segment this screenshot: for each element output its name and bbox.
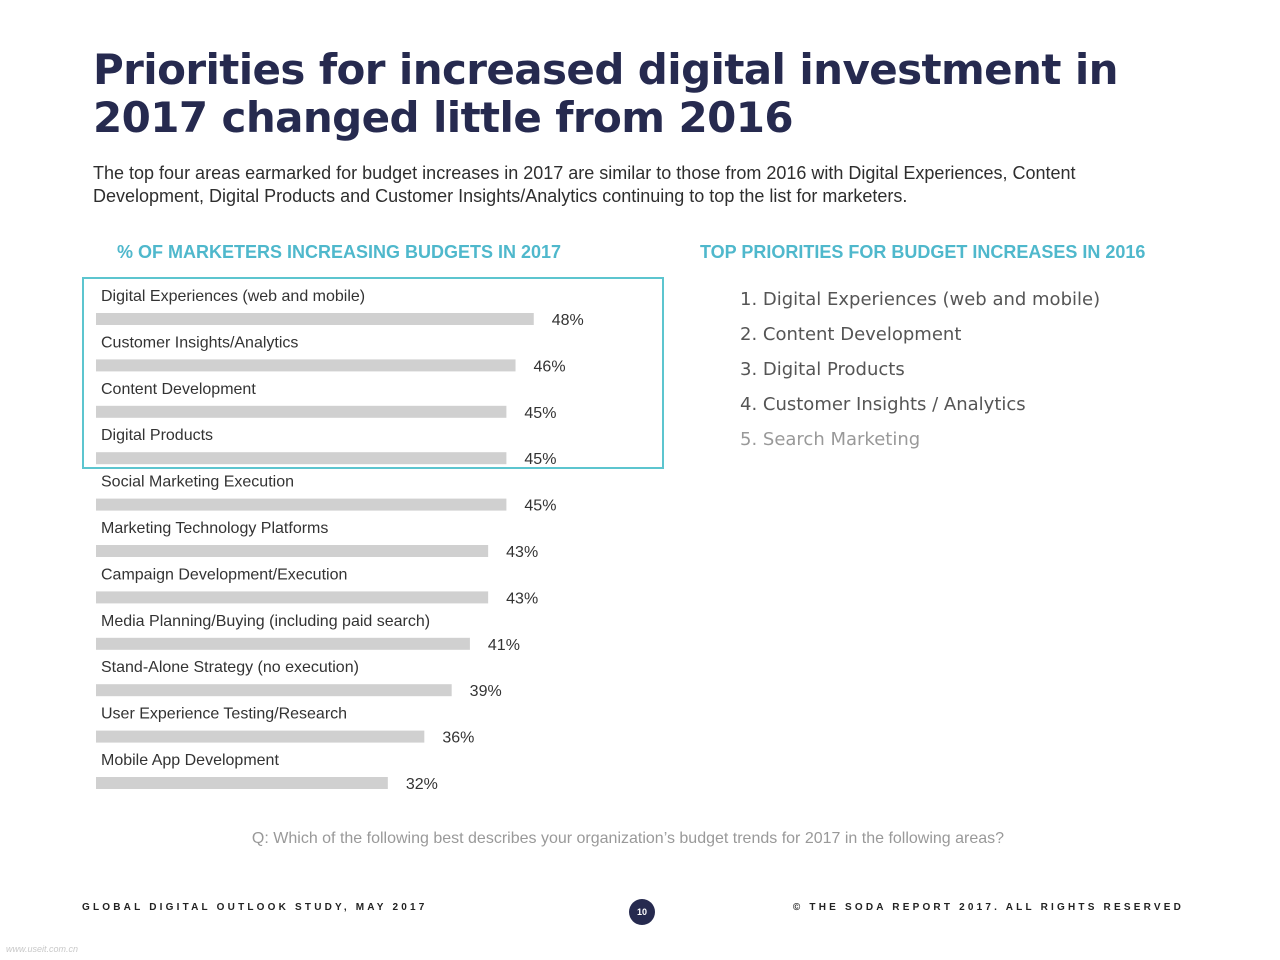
- bar-chart: Digital Experiences (web and mobile) 48% C…: [96, 288, 584, 793]
- bar-value-label: 41%: [488, 637, 520, 654]
- bar: [96, 359, 516, 372]
- bar-category-label: Digital Products: [101, 427, 213, 444]
- bar-category-label: Social Marketing Execution: [101, 474, 294, 491]
- bar: [96, 591, 489, 604]
- chart-title: % OF MARKETERS INCREASING BUDGETS IN 201…: [117, 242, 562, 262]
- page-title-line-1: Priorities for increased digital investm…: [93, 45, 1119, 94]
- bar-category-label: Marketing Technology Platforms: [101, 520, 328, 537]
- bar-value-label: 45%: [524, 451, 556, 468]
- bar-category-label: Media Planning/Buying (including paid se…: [101, 613, 430, 630]
- survey-question: Q: Which of the following best describes…: [251, 830, 1005, 847]
- bar-category-label: Content Development: [101, 381, 256, 398]
- bar-value-label: 46%: [534, 358, 566, 375]
- bar-category-label: Digital Experiences (web and mobile): [101, 288, 365, 305]
- priority-item-1: 1. Digital Experiences (web and mobile): [740, 289, 1101, 310]
- bar-category-label: User Experience Testing/Research: [101, 706, 347, 723]
- watermark: www.useit.com.cn: [6, 944, 79, 954]
- priority-list: 1. Digital Experiences (web and mobile) …: [740, 287, 1100, 462]
- bar-category-label: Mobile App Development: [101, 752, 279, 769]
- footer-copyright: © THE SODA REPORT 2017. ALL RIGHTS RESER…: [792, 902, 1184, 913]
- bar-value-label: 45%: [524, 405, 556, 422]
- bar-value-label: 43%: [506, 544, 538, 561]
- priority-item-2: 2. Content Development: [740, 324, 962, 345]
- bar-value-label: 32%: [406, 776, 438, 793]
- footer-study-name: GLOBAL DIGITAL OUTLOOK STUDY, MAY 2017: [82, 902, 428, 913]
- bar-value-label: 39%: [470, 683, 502, 700]
- priority-item-4: 4. Customer Insights / Analytics: [740, 394, 1026, 415]
- bar-category-label: Stand-Alone Strategy (no execution): [101, 659, 359, 676]
- bar-category-label: Campaign Development/Execution: [101, 566, 347, 583]
- bar: [96, 777, 388, 789]
- bar-category-label: Customer Insights/Analytics: [101, 334, 298, 351]
- priority-item-3: 3. Digital Products: [740, 359, 905, 380]
- page-number-badge: 10: [629, 899, 655, 925]
- bar-value-label: 36%: [442, 730, 474, 747]
- page-subtitle: The top four areas earmarked for budget …: [93, 163, 1076, 206]
- bar-value-label: 48%: [552, 312, 584, 329]
- page-title-line-2: 2017 changed little from 2016: [93, 93, 794, 142]
- bar: [96, 498, 507, 511]
- bar: [96, 452, 507, 465]
- bar: [96, 684, 452, 697]
- priority-item-5: 5. Search Marketing: [740, 429, 921, 450]
- bar: [96, 405, 507, 418]
- bar: [96, 730, 425, 743]
- bar-value-label: 43%: [506, 590, 538, 607]
- bar-value-label: 45%: [524, 498, 556, 515]
- top-four-highlight-box: [82, 277, 664, 469]
- bar: [96, 313, 534, 325]
- page-title: Priorities for increased digital investm…: [93, 46, 1193, 142]
- bar: [96, 637, 470, 650]
- bar: [96, 545, 489, 557]
- priorities-heading: TOP PRIORITIES FOR BUDGET INCREASES IN 2…: [700, 242, 1146, 262]
